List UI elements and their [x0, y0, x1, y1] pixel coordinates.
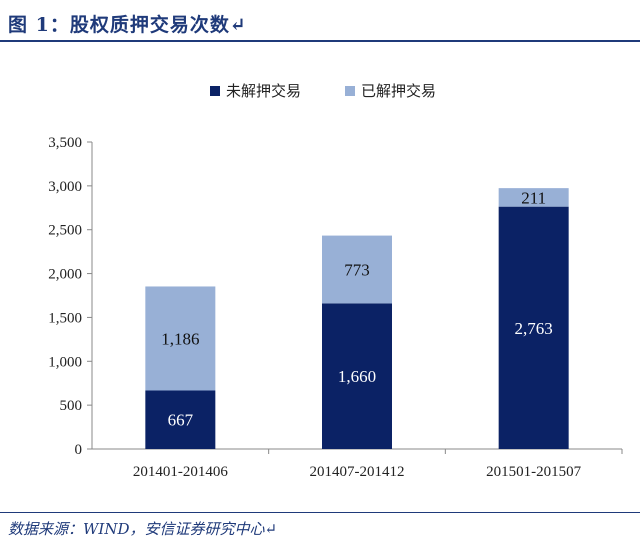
x-tick-label: 201501-201507	[486, 464, 581, 480]
bar-segment	[498, 206, 569, 449]
y-tick-label: 3,000	[48, 179, 82, 195]
title-divider	[0, 40, 640, 42]
x-tick-label: 201401-201406	[133, 464, 228, 480]
data-label: 1,186	[161, 329, 199, 348]
page-title: 图 1：股权质押交易次数↵	[8, 14, 247, 36]
y-tick-label: 2,000	[48, 267, 82, 283]
bar-segment	[322, 235, 392, 304]
stacked-bar-chart: 未解押交易 已解押交易 0 500 1,000 1,500 2,000 2,500 3,000…	[48, 82, 623, 480]
data-labels: 667 1,186 1,660 773 2,763 211	[161, 188, 553, 429]
legend-label: 未解押交易	[226, 82, 301, 100]
data-label: 1,660	[338, 367, 376, 386]
source-note: 数据来源：WIND，安信证券研究中心↵	[8, 520, 278, 538]
legend-label: 已解押交易	[361, 82, 436, 100]
data-label: 211	[521, 188, 546, 207]
footer-divider	[0, 512, 640, 513]
bar-segment	[498, 188, 569, 207]
legend: 未解押交易 已解押交易	[210, 82, 436, 100]
axes: 0 500 1,000 1,500 2,000 2,500 3,000 3,500 201401…	[48, 135, 623, 480]
bar-segment	[145, 286, 216, 391]
data-label: 2,763	[515, 319, 553, 338]
y-tick-label: 0	[75, 442, 83, 458]
y-tick-label: 1,000	[48, 354, 82, 370]
bars	[145, 188, 569, 449]
legend-swatch	[345, 86, 355, 96]
legend-swatch	[210, 86, 220, 96]
data-label: 773	[344, 260, 370, 279]
bar-segment	[322, 303, 392, 449]
y-tick-label: 2,500	[48, 223, 82, 239]
bar-segment	[145, 390, 216, 449]
y-tick-label: 1,500	[48, 310, 82, 326]
y-tick-label: 3,500	[48, 135, 82, 151]
x-tick-label: 201407-201412	[310, 464, 405, 480]
y-tick-label: 500	[60, 398, 83, 414]
data-label: 667	[168, 411, 194, 430]
